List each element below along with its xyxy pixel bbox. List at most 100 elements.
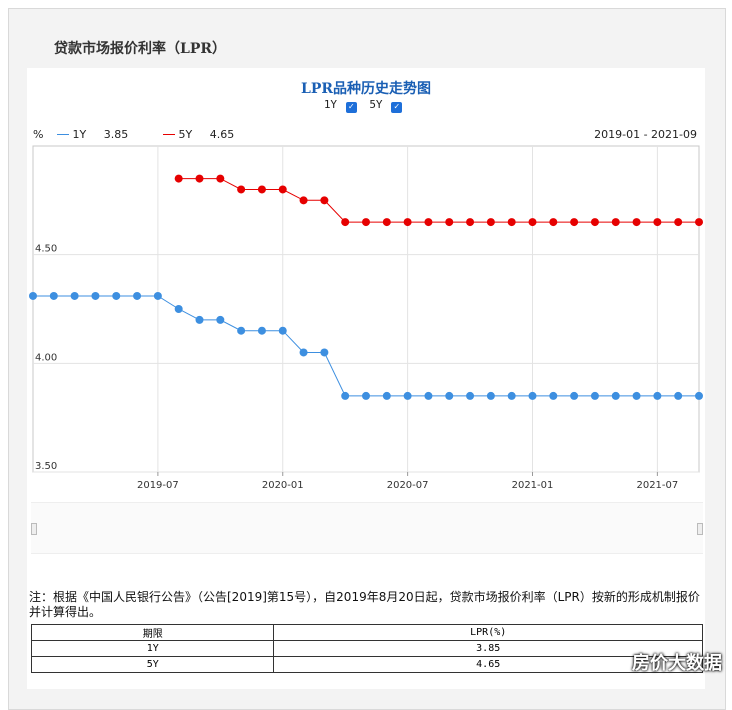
data-point-5y xyxy=(216,174,225,183)
data-point-1y xyxy=(466,391,475,400)
legend-5y[interactable]: 5Y 4.65 xyxy=(163,128,234,141)
data-point-1y xyxy=(653,391,662,400)
data-point-1y xyxy=(424,391,433,400)
data-point-5y xyxy=(486,218,495,227)
data-point-1y xyxy=(611,391,620,400)
data-point-1y xyxy=(299,348,308,357)
data-point-1y xyxy=(112,291,121,300)
data-point-1y xyxy=(257,326,266,335)
data-point-5y xyxy=(237,185,246,194)
series-line-5y xyxy=(178,178,699,223)
data-point-5y xyxy=(278,185,287,194)
data-point-5y xyxy=(528,218,537,227)
chart-title: LPR品种历史走势图 xyxy=(300,81,431,97)
data-point-1y xyxy=(403,391,412,400)
data-point-5y xyxy=(507,218,516,227)
lpr-table: 期限 LPR(%) 1Y 3.85 5Y 4.65 xyxy=(30,624,703,673)
y-unit-label: % xyxy=(33,128,44,141)
data-point-1y xyxy=(445,391,454,400)
data-point-1y xyxy=(320,348,329,357)
data-point-5y xyxy=(632,218,641,227)
scroller-right-handle[interactable] xyxy=(697,523,703,535)
x-tick-label: 2019-07 xyxy=(137,480,179,491)
y-tick-label: 4.00 xyxy=(35,352,57,363)
watermark: 房价大数据 xyxy=(632,653,722,674)
table-cell: 5Y xyxy=(30,656,275,673)
table-cell: 1Y xyxy=(30,640,275,657)
data-point-1y xyxy=(237,326,246,335)
x-tick-label: 2021-07 xyxy=(636,480,678,491)
table-row: 1Y 3.85 xyxy=(30,640,703,657)
table-header: 期限 xyxy=(30,624,275,641)
scroller-left-handle[interactable] xyxy=(31,523,37,535)
data-point-1y xyxy=(528,391,537,400)
legend-5y-swatch xyxy=(163,134,175,135)
data-point-5y xyxy=(403,218,412,227)
data-point-5y xyxy=(674,218,683,227)
data-point-5y xyxy=(445,218,454,227)
data-point-1y xyxy=(674,391,683,400)
table-cell: 4.65 xyxy=(273,656,703,673)
data-point-1y xyxy=(70,291,79,300)
data-point-5y xyxy=(653,218,662,227)
data-point-1y xyxy=(216,315,225,324)
data-point-5y xyxy=(174,174,183,183)
data-point-1y xyxy=(695,391,703,400)
footnote: 注：根据《中国人民银行公告》（公告[2019]第15号），自2019年8月20日… xyxy=(29,590,700,619)
y-tick-label: 3.50 xyxy=(35,461,57,472)
data-point-5y xyxy=(549,218,558,227)
data-point-1y xyxy=(29,291,37,300)
data-point-5y xyxy=(195,174,204,183)
data-point-1y xyxy=(549,391,558,400)
toggle-5y-label: 5Y xyxy=(369,98,383,111)
data-point-1y xyxy=(133,291,142,300)
data-point-1y xyxy=(486,391,495,400)
table-row: 5Y 4.65 xyxy=(30,656,703,673)
x-tick-label: 2020-07 xyxy=(387,480,429,491)
date-range: 2019-01 - 2021-09 xyxy=(594,128,697,141)
data-point-1y xyxy=(632,391,641,400)
legend-5y-value: 4.65 xyxy=(209,128,235,141)
legend-1y-label: 1Y xyxy=(72,128,87,141)
data-point-1y xyxy=(341,391,350,400)
legend-5y-label: 5Y xyxy=(178,128,193,141)
data-point-5y xyxy=(257,185,266,194)
data-point-5y xyxy=(611,218,620,227)
data-point-1y xyxy=(570,391,579,400)
series-toggles: 1Y ✓ 5Y ✓ xyxy=(27,98,705,113)
data-point-5y xyxy=(382,218,391,227)
data-point-1y xyxy=(49,291,58,300)
table-header: LPR(%) xyxy=(273,624,703,641)
data-point-5y xyxy=(299,196,308,205)
data-point-5y xyxy=(590,218,599,227)
data-point-5y xyxy=(695,218,703,227)
plot-area xyxy=(32,145,700,473)
data-point-1y xyxy=(507,391,516,400)
page-title: 贷款市场报价利率（LPR） xyxy=(54,41,227,57)
data-point-1y xyxy=(195,315,204,324)
data-point-1y xyxy=(174,305,183,313)
chart-panel: LPR品种历史走势图 1Y ✓ 5Y ✓ % 1Y 3.85 5Y 4.65 2… xyxy=(27,68,705,689)
toggle-5y-checkbox[interactable]: ✓ xyxy=(391,102,403,113)
y-tick-label: 4.50 xyxy=(35,244,57,255)
data-point-1y xyxy=(153,291,162,300)
data-point-1y xyxy=(382,391,391,400)
legend-1y-value: 3.85 xyxy=(103,128,129,141)
data-point-5y xyxy=(466,218,475,227)
x-tick-label: 2021-01 xyxy=(512,480,554,491)
data-point-1y xyxy=(362,391,370,400)
range-scroller[interactable] xyxy=(31,502,703,554)
legend-1y[interactable]: 1Y 3.85 xyxy=(57,128,128,141)
data-point-5y xyxy=(362,218,370,227)
x-tick-label: 2020-01 xyxy=(262,480,304,491)
toggle-1y-label: 1Y xyxy=(323,98,338,111)
legend-1y-swatch xyxy=(57,134,69,135)
data-point-5y xyxy=(341,218,350,227)
data-point-5y xyxy=(424,218,433,227)
data-point-5y xyxy=(320,196,329,205)
toggle-1y-checkbox[interactable]: ✓ xyxy=(345,102,357,113)
data-point-1y xyxy=(91,291,100,300)
data-point-1y xyxy=(278,326,287,335)
data-point-1y xyxy=(590,391,599,400)
series-line-1y xyxy=(33,295,699,397)
